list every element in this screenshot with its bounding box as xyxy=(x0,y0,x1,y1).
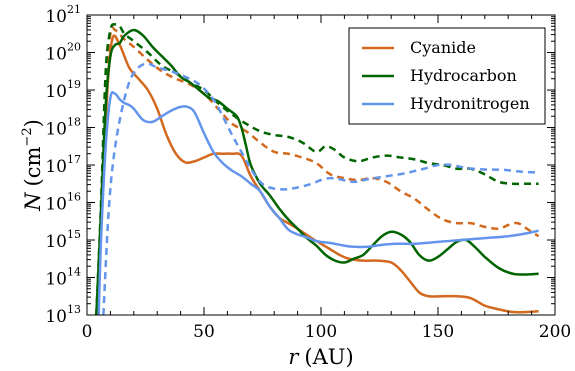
series-hydrocarbon-solid-line xyxy=(95,28,539,315)
legend-label-cyanide: Cyanide xyxy=(410,38,476,57)
y-axis-title: N(cm−2) xyxy=(20,119,45,212)
x-tick-label: 0 xyxy=(82,322,93,342)
series-hydronitrogen-solid-line xyxy=(97,90,539,315)
y-tick-label: 1021 xyxy=(45,3,81,27)
ticks-layer: 0 50 100 150 200 1013 1014 1015 1016 1017 1018 1019… xyxy=(45,3,571,342)
legend: Cyanide Hydrocarbon Hydronitrogen xyxy=(348,27,546,125)
y-tick-label: 1015 xyxy=(45,228,81,252)
y-tick-label: 1016 xyxy=(45,191,81,215)
y-tick-label: 1017 xyxy=(45,153,81,177)
series-hydrocarbon-dashed-line xyxy=(95,22,539,315)
x-axis-title: r (AU) xyxy=(288,345,353,369)
y-tick-label: 1014 xyxy=(45,266,81,290)
series-cyanide-dashed-line xyxy=(95,26,540,315)
x-tick-label: 100 xyxy=(305,322,337,342)
series-layer xyxy=(95,22,540,315)
series-hydronitrogen-dashed-line xyxy=(102,62,539,315)
legend-label-hydrocarbon: Hydrocarbon xyxy=(410,66,517,85)
legend-label-hydronitrogen: Hydronitrogen xyxy=(410,94,530,113)
y-tick-label: 1018 xyxy=(45,116,81,140)
y-tick-label: 1019 xyxy=(45,78,81,102)
y-tick-label: 1020 xyxy=(45,41,81,65)
y-tick-label: 1013 xyxy=(45,303,81,327)
x-tick-label: 50 xyxy=(193,322,215,342)
x-tick-label: 150 xyxy=(422,322,454,342)
x-tick-label: 200 xyxy=(539,322,571,342)
